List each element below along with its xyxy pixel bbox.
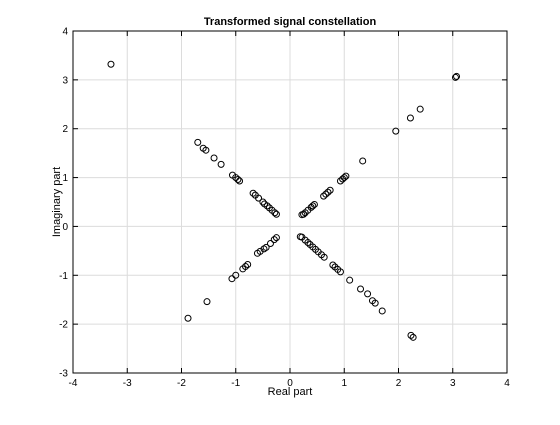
data-point bbox=[217, 160, 225, 168]
data-point bbox=[242, 262, 250, 270]
data-point bbox=[368, 297, 376, 305]
chart-title: Transformed signal constellation bbox=[204, 16, 377, 28]
data-point bbox=[320, 192, 328, 200]
data-point bbox=[244, 261, 252, 269]
data-point bbox=[184, 314, 192, 322]
data-point bbox=[359, 157, 367, 165]
y-tick-label: 3 bbox=[62, 75, 68, 86]
y-tick-label: 1 bbox=[62, 173, 68, 184]
data-point bbox=[228, 275, 236, 283]
data-point bbox=[249, 189, 257, 197]
data-point bbox=[202, 146, 210, 154]
data-point bbox=[270, 236, 278, 244]
data-point bbox=[309, 202, 317, 210]
data-point bbox=[232, 271, 240, 279]
data-point bbox=[340, 174, 348, 182]
data-point bbox=[339, 175, 347, 183]
points-layer bbox=[107, 60, 461, 341]
y-tick-label: -2 bbox=[59, 320, 68, 331]
data-point bbox=[326, 186, 334, 194]
x-axis-label: Real part bbox=[268, 386, 313, 398]
x-tick-label: -1 bbox=[231, 378, 240, 389]
data-point bbox=[451, 73, 459, 81]
x-tick-label: 3 bbox=[450, 378, 456, 389]
x-tick-label: 1 bbox=[341, 378, 347, 389]
data-point bbox=[271, 209, 279, 217]
data-point bbox=[392, 127, 400, 135]
data-point bbox=[263, 202, 271, 210]
data-point bbox=[406, 114, 414, 122]
data-point bbox=[296, 233, 304, 241]
x-tick-label: -2 bbox=[177, 378, 186, 389]
data-point bbox=[255, 194, 263, 202]
x-tick-label: -4 bbox=[69, 378, 78, 389]
data-point bbox=[272, 210, 280, 218]
data-point bbox=[203, 298, 211, 306]
y-tick-label: 4 bbox=[62, 27, 68, 38]
data-point bbox=[336, 177, 344, 185]
data-point bbox=[322, 190, 330, 198]
data-point bbox=[357, 285, 365, 293]
data-point bbox=[364, 290, 372, 298]
data-point bbox=[210, 154, 218, 162]
data-point bbox=[234, 176, 242, 184]
y-tick-label: 2 bbox=[62, 124, 68, 135]
data-point bbox=[259, 198, 267, 206]
data-point bbox=[346, 276, 354, 284]
data-point bbox=[236, 177, 244, 185]
x-tick-label: 2 bbox=[396, 378, 402, 389]
data-point bbox=[329, 261, 337, 269]
data-point bbox=[331, 263, 339, 271]
data-point bbox=[266, 240, 274, 248]
data-point bbox=[194, 138, 202, 146]
x-tick-label: -3 bbox=[123, 378, 132, 389]
y-tick-label: -1 bbox=[59, 271, 68, 282]
data-point bbox=[407, 331, 415, 339]
grid-layer bbox=[73, 31, 507, 373]
data-point bbox=[107, 60, 115, 68]
data-point bbox=[416, 105, 424, 113]
data-point bbox=[262, 243, 270, 251]
data-point bbox=[324, 188, 332, 196]
data-point bbox=[453, 72, 461, 80]
data-point bbox=[306, 241, 314, 249]
data-point bbox=[272, 234, 280, 242]
data-point bbox=[232, 174, 240, 182]
y-axis-label: Imaginary part bbox=[51, 167, 63, 237]
data-point bbox=[378, 307, 386, 315]
x-tick-label: 4 bbox=[504, 378, 510, 389]
data-point bbox=[298, 211, 306, 219]
data-point bbox=[409, 333, 417, 341]
x-tick-label: 0 bbox=[287, 378, 293, 389]
y-tick-label: -3 bbox=[59, 369, 68, 380]
y-tick-label: 0 bbox=[62, 222, 68, 233]
